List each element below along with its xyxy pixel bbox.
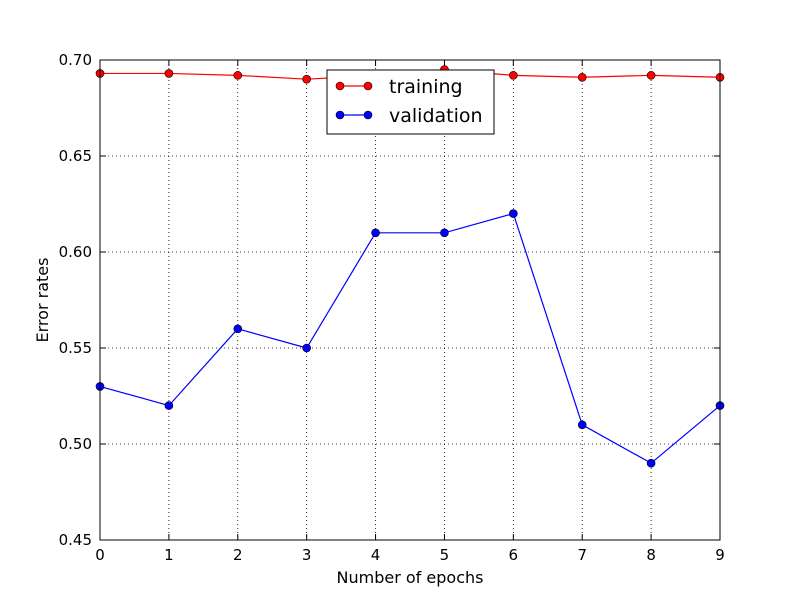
- legend-box: [326, 69, 495, 135]
- x-tick-label: 2: [233, 546, 243, 564]
- y-tick-label: 0.70: [59, 51, 92, 69]
- x-axis-label: Number of epochs: [337, 568, 484, 587]
- data-point-validation: [371, 228, 380, 238]
- data-point-validation: [164, 401, 174, 410]
- y-tick-label: 0.65: [59, 147, 92, 165]
- legend-label-training: training: [389, 76, 463, 98]
- data-point-training: [646, 71, 656, 80]
- y-tick-label: 0.55: [59, 339, 92, 357]
- x-tick-label: 3: [302, 546, 312, 564]
- x-tick-label: 6: [509, 546, 519, 564]
- legend-marker-validation: [335, 110, 345, 120]
- legend-marker-training: [363, 81, 373, 91]
- x-tick-label: 0: [95, 546, 105, 564]
- plot-frame: [99, 59, 721, 541]
- series-line-validation: [99, 212, 721, 464]
- x-tick-label: 4: [371, 546, 381, 564]
- x-tick-label: 7: [577, 546, 587, 564]
- data-point-validation: [302, 343, 311, 353]
- data-point-validation: [646, 458, 656, 468]
- data-point-training: [164, 69, 174, 78]
- y-tick-label: 0.50: [59, 435, 92, 453]
- data-point-training: [302, 74, 311, 84]
- legend-label-validation: validation: [389, 105, 483, 127]
- x-tick-label: 1: [164, 546, 174, 564]
- x-tick-label: 5: [440, 546, 450, 564]
- data-point-validation: [233, 324, 243, 334]
- data-point-training: [577, 72, 587, 82]
- data-point-training: [233, 71, 243, 80]
- y-tick-label: 0.45: [59, 531, 92, 549]
- data-point-validation: [440, 228, 449, 238]
- data-point-validation: [509, 209, 518, 218]
- legend-entries: training validation: [335, 76, 483, 127]
- x-tick-label: 8: [646, 546, 656, 564]
- legend-marker-training: [335, 81, 345, 91]
- x-tick-label: 9: [715, 546, 725, 564]
- data-point-training: [509, 71, 518, 80]
- axis-ticks: 0 1 2 3 4 5 6 7 8 9 0.45 0.50 0.55 0.60 0.65 0.70: [59, 51, 725, 564]
- data-point-validation: [577, 420, 587, 430]
- legend-marker-validation: [363, 110, 373, 120]
- legend: training validation: [326, 69, 495, 135]
- y-tick-label: 0.60: [59, 243, 92, 261]
- y-axis-label: Error rates: [33, 258, 52, 343]
- grid-lines: [100, 60, 720, 540]
